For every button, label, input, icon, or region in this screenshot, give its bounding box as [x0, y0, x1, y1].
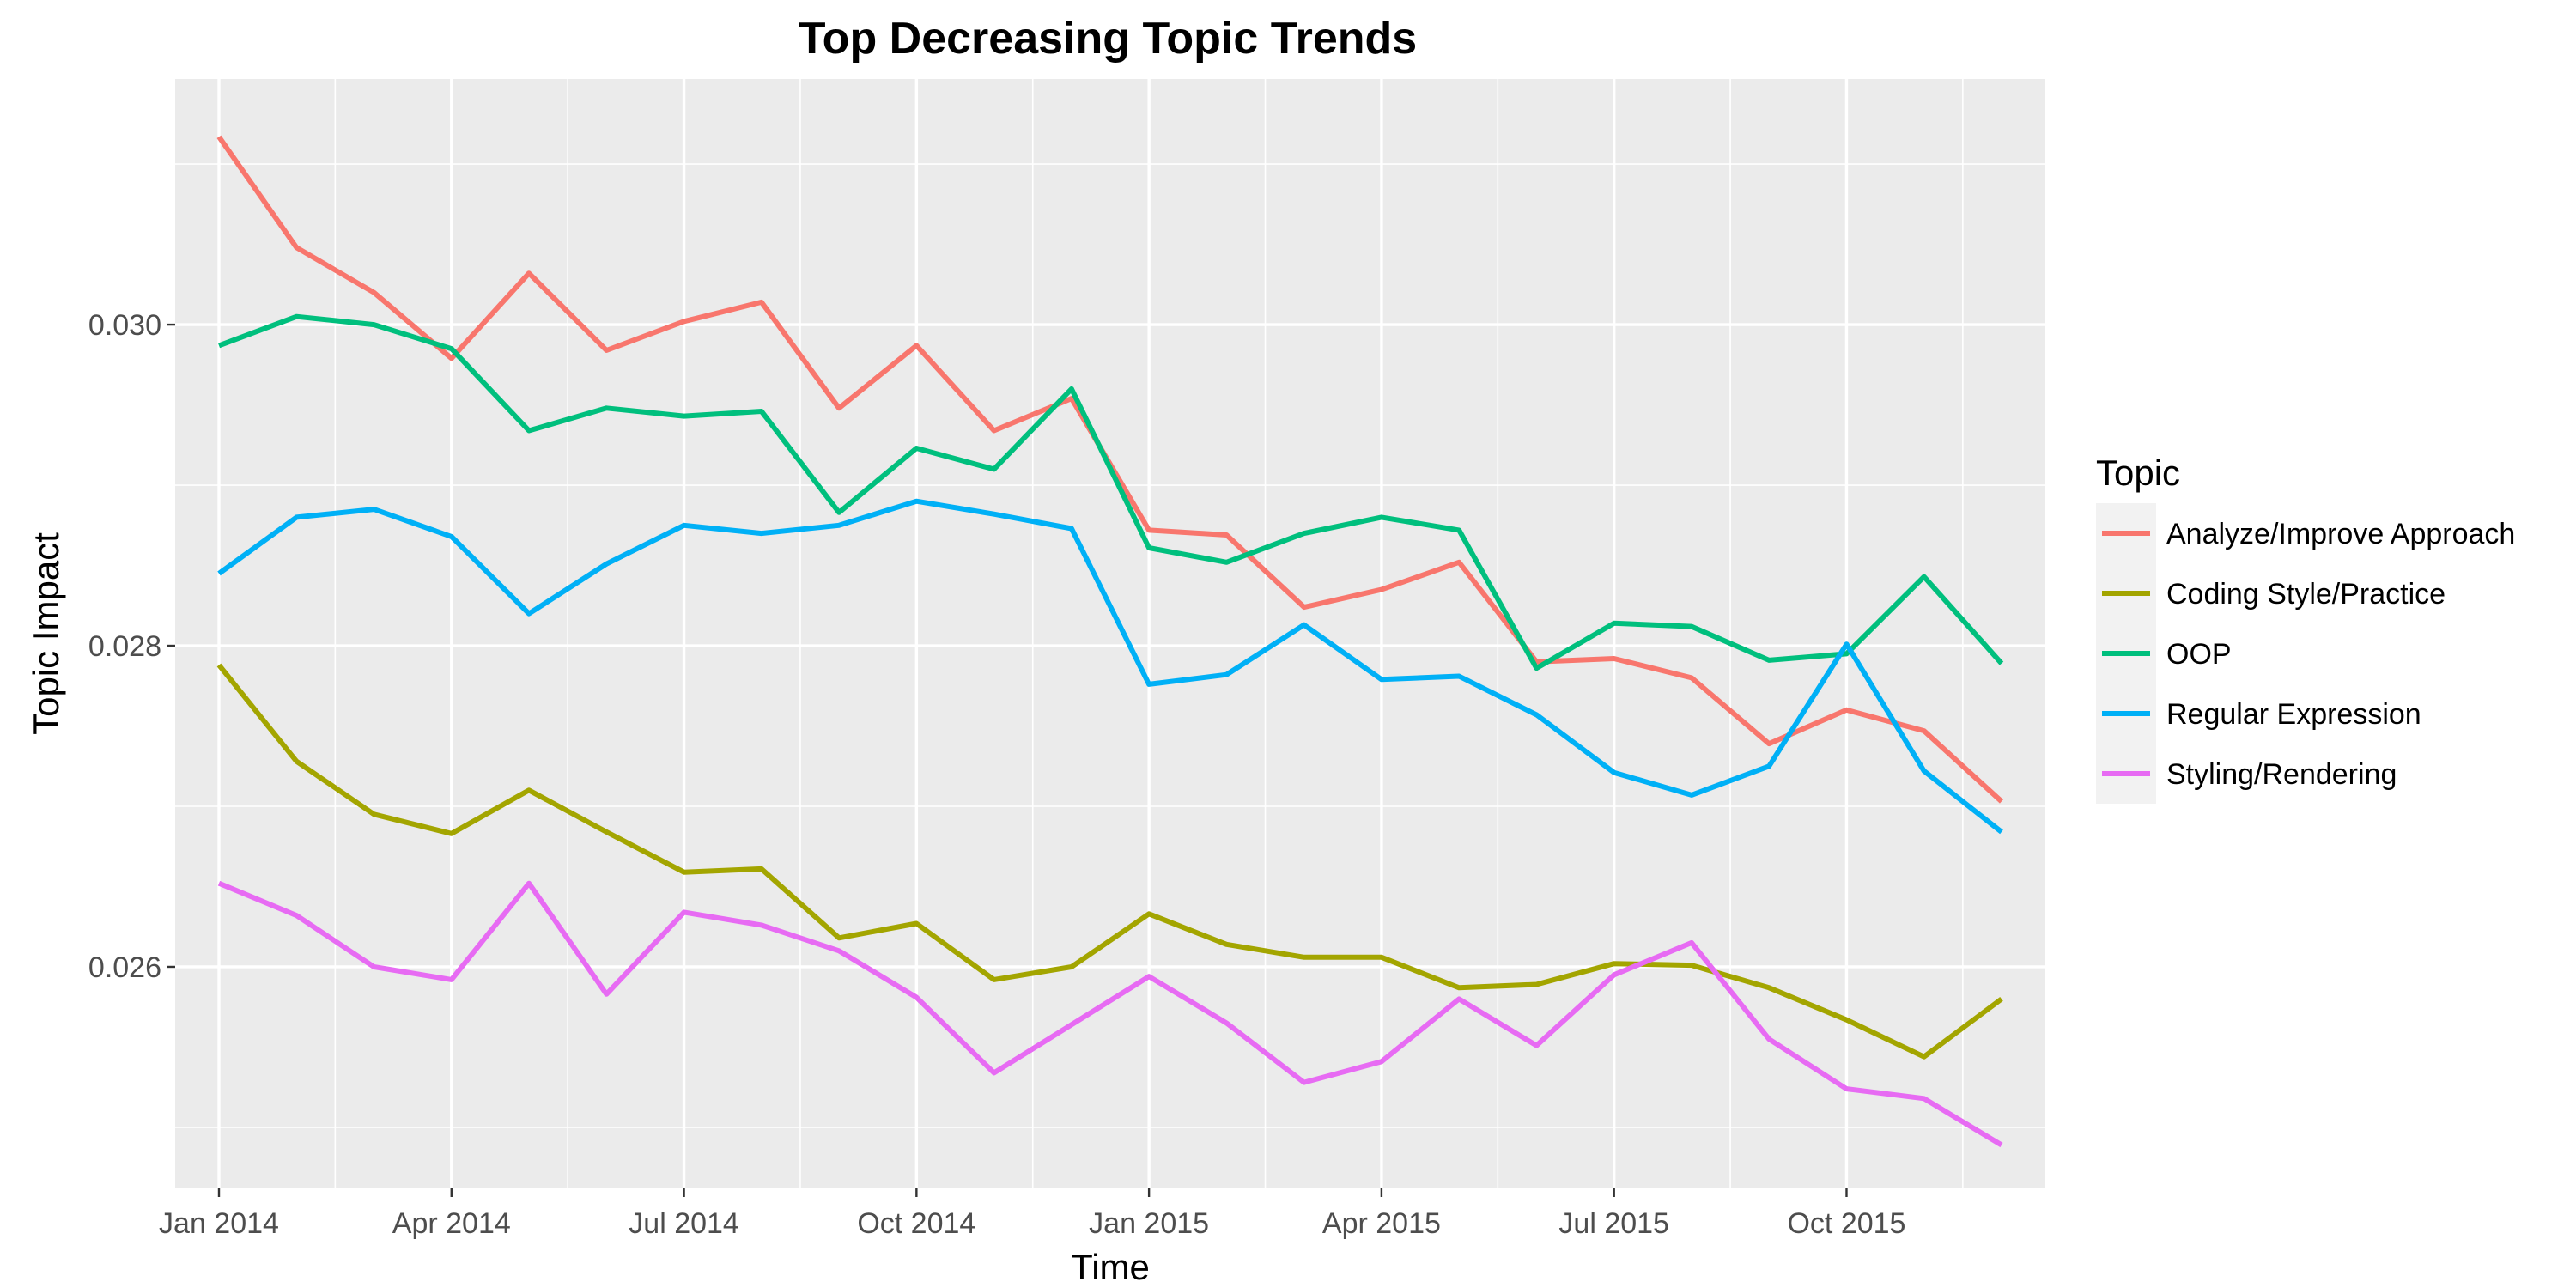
y-tick-label: 0.026	[88, 951, 161, 984]
legend-label: OOP	[2166, 638, 2232, 671]
chart-title: Top Decreasing Topic Trends	[799, 14, 1417, 64]
y-axis-title: Topic Impact	[26, 532, 66, 735]
x-tick-label: Apr 2015	[1322, 1207, 1441, 1240]
series-lines	[216, 135, 2004, 1148]
legend: Topic Analyze/Improve Approach Coding Sty…	[2096, 453, 2515, 804]
y-tick-label: 0.028	[88, 630, 161, 663]
legend-label: Coding Style/Practice	[2166, 578, 2445, 611]
x-tick-label: Oct 2014	[857, 1207, 975, 1240]
x-tick-label: Jan 2014	[159, 1207, 279, 1240]
x-tick-label: Jan 2015	[1089, 1207, 1209, 1240]
series-line-3	[217, 313, 2004, 671]
series-line-5	[217, 880, 2003, 1148]
x-tick-label: Jul 2015	[1558, 1207, 1669, 1240]
y-tick-label: 0.030	[88, 309, 161, 342]
legend-label: Regular Expression	[2166, 698, 2421, 731]
x-tick-label: Oct 2015	[1787, 1207, 1905, 1240]
series-line-2	[216, 663, 2003, 1060]
x-axis-title: Time	[1071, 1247, 1150, 1287]
legend-title: Topic	[2096, 453, 2180, 493]
legend-label: Styling/Rendering	[2166, 758, 2397, 791]
x-tick-label: Apr 2014	[392, 1207, 511, 1240]
x-tick-label: Jul 2014	[629, 1207, 739, 1240]
legend-label: Analyze/Improve Approach	[2166, 518, 2515, 550]
series-line-4	[217, 498, 2003, 835]
y-axis-ticks: 0.026 0.028 0.030	[88, 309, 175, 984]
plot-panel	[175, 79, 2045, 1188]
x-axis-ticks: Jan 2014 Apr 2014 Jul 2014 Oct 2014 Jan 2015…	[159, 1188, 1905, 1240]
